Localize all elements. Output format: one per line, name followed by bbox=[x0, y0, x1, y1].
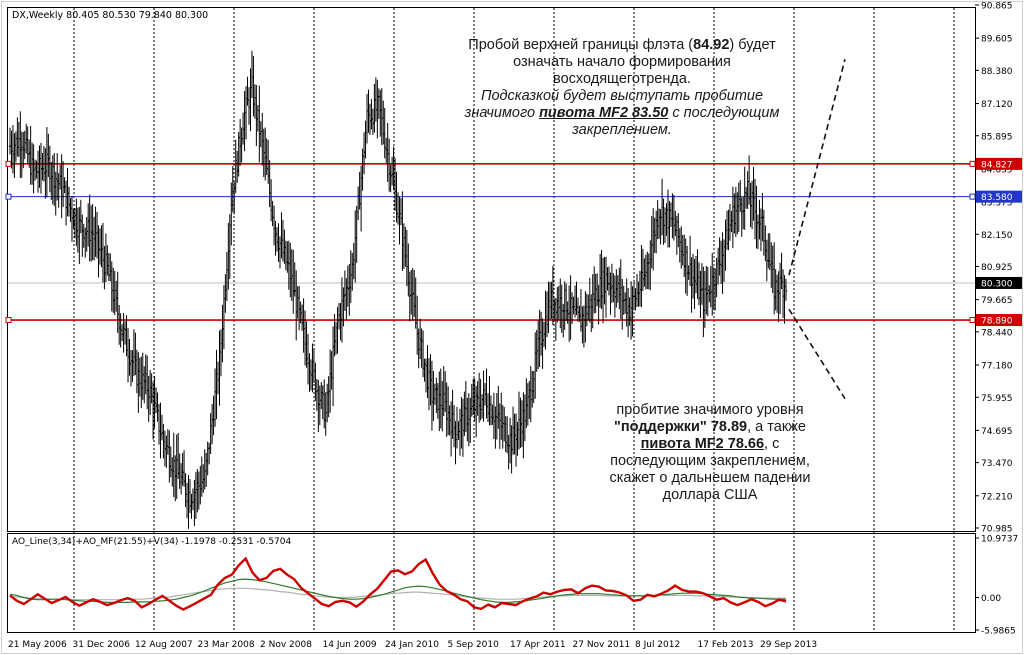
indicator-lines bbox=[9, 556, 787, 611]
projection-lines bbox=[788, 59, 846, 400]
indicator-series bbox=[9, 556, 787, 611]
x-tick-label: 24 Jan 2010 bbox=[385, 640, 439, 650]
y-tick-label: 75.955 bbox=[981, 394, 1013, 404]
level-badge bbox=[976, 276, 1022, 289]
level-badge bbox=[976, 314, 1022, 327]
x-tick-label: 17 Apr 2011 bbox=[510, 640, 566, 650]
price-axis: 90.865 89.605 88.380 87.120 85.895 84.635 83.3… bbox=[975, 2, 1013, 535]
indicator-tick-label: 0.00 bbox=[981, 594, 1001, 604]
time-axis: 21 May 2006 31 Dec 2006 12 Aug 2007 23 Mar … bbox=[8, 640, 817, 650]
x-tick-label: 12 Aug 2007 bbox=[135, 640, 193, 650]
y-tick-label: 82.150 bbox=[981, 231, 1013, 241]
level-value: 78.890 bbox=[981, 317, 1013, 327]
annotation-breakout-up: Пробой верхней границы флэта (84.92) буд… bbox=[464, 37, 780, 138]
indicator-tick-label: -5.9865 bbox=[981, 627, 1016, 637]
y-tick-label: 90.865 bbox=[981, 2, 1013, 12]
level-value: 84.827 bbox=[981, 160, 1013, 170]
y-tick-label: 79.665 bbox=[981, 296, 1013, 306]
y-tick-label: 77.180 bbox=[981, 362, 1013, 372]
y-tick-label: 70.985 bbox=[981, 525, 1013, 535]
level-value: 83.580 bbox=[981, 193, 1013, 203]
projection-up bbox=[788, 59, 846, 276]
y-tick-label: 87.120 bbox=[981, 100, 1013, 110]
x-tick-label: 14 Jun 2009 bbox=[323, 640, 377, 650]
y-tick-label: 88.380 bbox=[981, 67, 1013, 77]
x-tick-label: 23 Mar 2008 bbox=[198, 640, 255, 650]
symbol-label: DX,Weekly 80.405 80.530 79.840 80.300 bbox=[12, 10, 208, 21]
level-badge bbox=[976, 157, 1022, 170]
x-tick-label: 8 Jul 2012 bbox=[635, 640, 680, 650]
horizontal-levels bbox=[5, 160, 976, 324]
annotation-breakdown: пробитие значимого уровня "поддержки" 78… bbox=[609, 402, 811, 503]
y-tick-label: 72.210 bbox=[981, 492, 1013, 502]
x-tick-label: 31 Dec 2006 bbox=[73, 640, 131, 650]
indicator-tick-label: 10.9737 bbox=[981, 535, 1018, 545]
y-tick-label: 74.695 bbox=[981, 427, 1013, 437]
y-tick-label: 78.440 bbox=[981, 328, 1013, 338]
price-bars bbox=[8, 50, 788, 529]
x-tick-label: 17 Feb 2013 bbox=[698, 640, 754, 650]
x-tick-label: 5 Sep 2010 bbox=[448, 640, 500, 650]
y-tick-label: 89.605 bbox=[981, 35, 1013, 45]
x-tick-label: 21 May 2006 bbox=[8, 640, 67, 650]
y-tick-label: 73.470 bbox=[981, 459, 1013, 469]
ohlc-bar bbox=[784, 279, 788, 301]
level-labels: 84.827 83.580 80.300 78.890 bbox=[976, 157, 1022, 327]
indicator-label: AO_Line(3,34)+AO_MF(21.55)+V(34) -1.1978… bbox=[12, 537, 291, 547]
y-tick-label: 84.635 bbox=[981, 165, 1013, 175]
level-badge bbox=[976, 190, 1022, 203]
x-tick-label: 27 Nov 2011 bbox=[573, 640, 631, 650]
x-tick-label: 2 Nov 2008 bbox=[260, 640, 312, 650]
indicator-panel bbox=[7, 533, 976, 633]
indicator-axis: 10.9737 0.00 -5.9865 bbox=[975, 535, 1018, 637]
y-tick-label: 85.895 bbox=[981, 132, 1013, 142]
y-tick-label: 80.925 bbox=[981, 263, 1013, 273]
y-tick-label: 83.375 bbox=[981, 199, 1013, 209]
projection-down bbox=[788, 308, 846, 400]
level-value: 80.300 bbox=[981, 279, 1013, 289]
x-tick-label: 29 Sep 2013 bbox=[760, 640, 817, 650]
